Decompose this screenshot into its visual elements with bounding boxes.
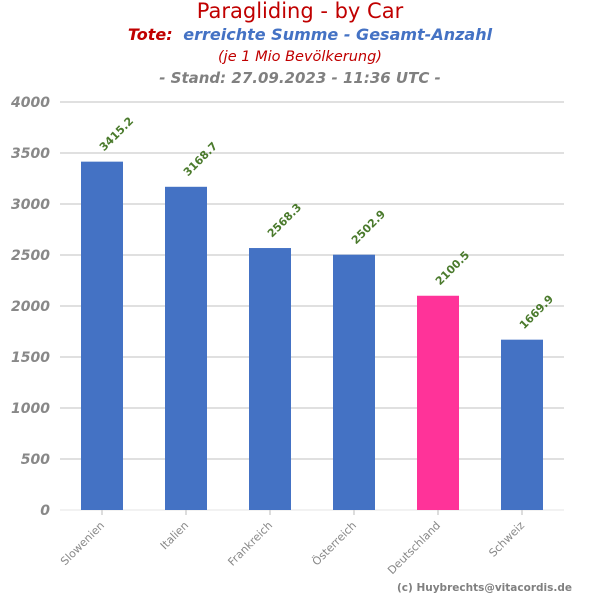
- bars: [81, 161, 543, 511]
- bar: [165, 186, 207, 510]
- x-tick-label: Schweiz: [486, 519, 527, 560]
- x-tick-label: Österreich: [310, 519, 359, 568]
- chart-note: (je 1 Mio Bevölkerung): [218, 49, 382, 65]
- bar: [249, 248, 291, 511]
- bar: [501, 339, 543, 510]
- bar-value-label: 1669.9: [517, 293, 556, 332]
- chart-title: Paragliding - by Car: [197, 0, 404, 23]
- bar: [81, 161, 123, 510]
- x-tick-label: Deutschland: [385, 519, 443, 577]
- y-axis-ticks: 0 500 1000 1500 2000 2500 3000 3500 4000: [10, 95, 50, 519]
- gridlines: [60, 101, 564, 511]
- x-tick-label: Frankreich: [225, 519, 275, 569]
- x-tick-label: Italien: [158, 519, 191, 552]
- y-tick-label: 2000: [11, 299, 50, 315]
- y-tick-label: 1000: [11, 401, 50, 417]
- x-tick-label: Slowenien: [58, 519, 107, 568]
- chart-stand: - Stand: 27.09.2023 - 11:36 UTC -: [159, 69, 441, 87]
- y-tick-label: 0: [40, 503, 50, 519]
- bar: [417, 295, 459, 510]
- credit-text: (c) Huybrechts@vitacordis.de: [397, 582, 572, 594]
- y-tick-label: 3000: [11, 197, 50, 213]
- y-tick-label: 4000: [10, 95, 50, 111]
- x-axis-ticks: Slowenien Italien Frankreich Österreich Deut…: [58, 510, 527, 577]
- y-tick-label: 2500: [11, 248, 50, 264]
- bar-value-label: 3168.7: [181, 140, 220, 179]
- bar-value-label: 3415.2: [97, 115, 136, 154]
- subtitle-label: Tote:: [128, 25, 173, 44]
- chart-subtitle: Tote: erreichte Summe - Gesamt-Anzahl: [128, 25, 493, 44]
- bar-value-label: 2502.9: [349, 208, 388, 247]
- y-tick-label: 3500: [11, 146, 50, 162]
- y-tick-label: 500: [21, 452, 50, 468]
- bar: [333, 254, 375, 510]
- y-tick-label: 1500: [11, 350, 50, 366]
- subtitle-text: erreichte Summe - Gesamt-Anzahl: [183, 25, 492, 44]
- bar-value-label: 2568.3: [265, 201, 304, 240]
